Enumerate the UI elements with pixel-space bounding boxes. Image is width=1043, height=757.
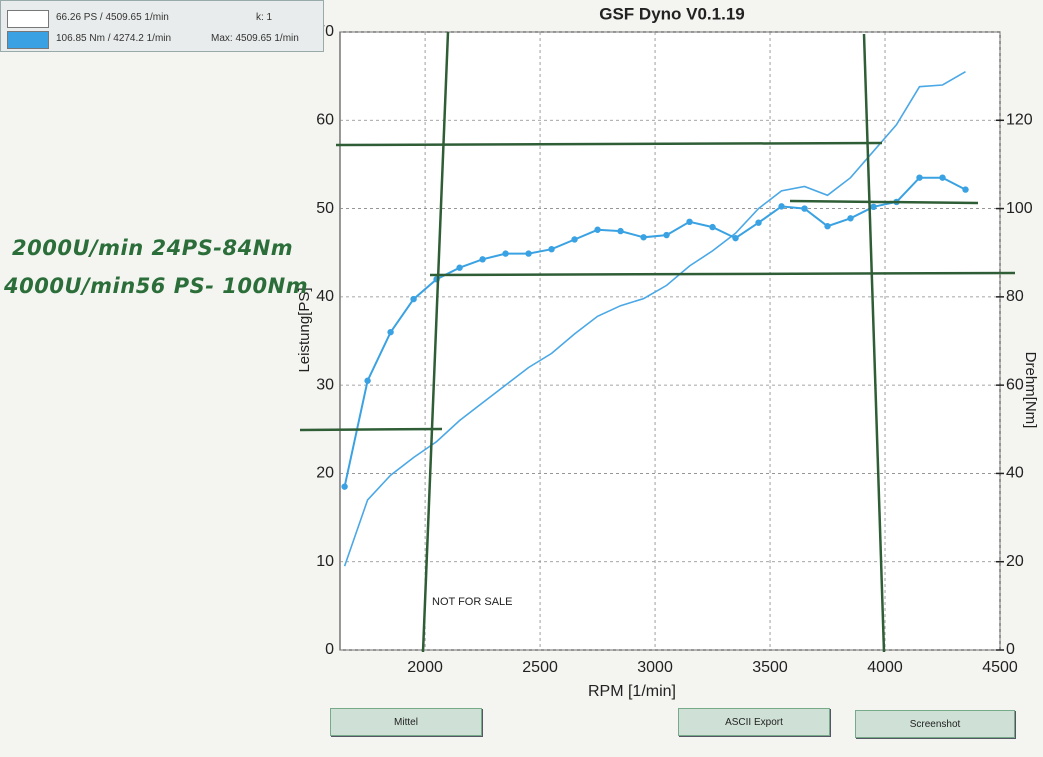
legend-extra: Max: 4509.65 1/min (211, 33, 299, 44)
legend-extra: k: 1 (256, 12, 273, 23)
x-tick-label: 2500 (522, 659, 558, 676)
pen-line (299, 427, 443, 432)
y-tick-label: 10 (316, 553, 334, 570)
data-point (364, 377, 371, 384)
data-point (709, 223, 716, 231)
y-tick-label: 20 (316, 465, 334, 482)
y2-tick-label: 80 (1006, 288, 1024, 305)
data-point (663, 231, 670, 239)
y2-tick-label: 0 (1006, 641, 1015, 658)
legend-row: 66.26 PS / 4509.65 1/min k: 1 (1, 7, 323, 28)
data-point (916, 174, 923, 181)
y-tick-label: 50 (316, 200, 334, 217)
data-point (479, 256, 486, 263)
data-point (824, 223, 831, 230)
button[interactable]: Mittel (330, 708, 482, 736)
y2-tick-label: 100 (1006, 200, 1033, 217)
x-tick-label: 4500 (982, 659, 1018, 676)
data-point (847, 215, 854, 222)
legend-swatch (7, 10, 49, 28)
x-axis-label: RPM [1/min] (588, 683, 676, 700)
data-point (732, 234, 739, 242)
y-axis-label: Leistung[PS] (296, 287, 313, 372)
pen-line (421, 31, 450, 653)
data-point (640, 234, 647, 241)
data-point (801, 205, 808, 212)
data-point (341, 483, 348, 490)
data-point (387, 328, 394, 336)
data-point (456, 264, 463, 271)
data-point (594, 226, 601, 233)
annotation: NOT FOR SALE (432, 596, 512, 608)
x-tick-label: 3500 (752, 659, 788, 676)
button[interactable]: Screenshot (855, 710, 1015, 738)
pen-line (862, 33, 886, 653)
y2-tick-label: 60 (1006, 376, 1024, 393)
legend-row: 106.85 Nm / 4274.2 1/min Max: 4509.65 1/… (1, 28, 323, 49)
x-tick-label: 4000 (867, 659, 903, 676)
y-tick-label: 40 (316, 288, 334, 305)
data-point (525, 250, 532, 257)
y2-tick-label: 120 (1006, 112, 1033, 129)
legend-label: 66.26 PS / 4509.65 1/min (56, 12, 169, 23)
y2-tick-label: 20 (1006, 553, 1024, 570)
legend-swatch (7, 31, 49, 49)
data-point (571, 236, 578, 243)
handwritten-note: 4000U/min56 PS- 100Nm (4, 274, 309, 298)
data-point (502, 250, 509, 257)
data-point (962, 186, 969, 193)
data-point (778, 203, 785, 210)
pen-line (335, 141, 883, 147)
data-point (870, 203, 877, 211)
legend: 66.26 PS / 4509.65 1/min k: 1 106.85 Nm … (0, 0, 324, 52)
pen-marks (299, 31, 1016, 653)
y2-tick-label: 40 (1006, 465, 1024, 482)
y-tick-label: 60 (316, 112, 334, 129)
data-point (755, 219, 762, 226)
pen-line (429, 271, 1016, 277)
data-point (410, 295, 417, 303)
y2-axis-label: Drehm[Nm] (1022, 352, 1039, 429)
series-line (343, 71, 966, 567)
x-tick-label: 3000 (637, 659, 673, 676)
legend-label: 106.85 Nm / 4274.2 1/min (56, 33, 172, 44)
y-tick-label: 30 (316, 376, 334, 393)
plot-area (339, 31, 1001, 651)
pen-line (789, 199, 979, 205)
data-point (548, 245, 555, 253)
x-tick-label: 2000 (407, 659, 443, 676)
y-tick-label: 0 (325, 641, 334, 658)
data-point (686, 218, 693, 226)
handwritten-note: 2000U/min 24PS-84Nm (12, 236, 294, 260)
series-line (343, 176, 966, 487)
data-point (939, 174, 946, 181)
chart-title: GSF Dyno V0.1.19 (599, 4, 745, 23)
data-point (617, 227, 624, 235)
button[interactable]: ASCII Export (678, 708, 830, 736)
